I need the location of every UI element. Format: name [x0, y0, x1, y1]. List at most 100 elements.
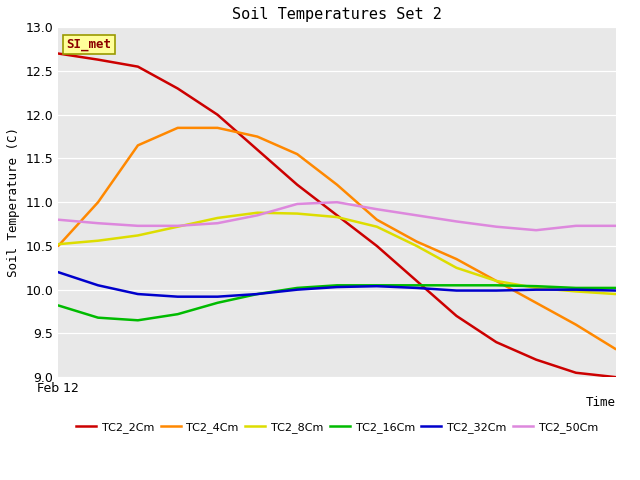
TC2_2Cm — [572, 370, 580, 376]
TC2_4Cm — [94, 199, 102, 205]
TC2_4Cm — [134, 143, 141, 148]
TC2_16Cm — [253, 291, 261, 297]
TC2_8Cm — [214, 215, 221, 221]
TC2_50Cm — [214, 220, 221, 226]
TC2_50Cm — [612, 223, 620, 228]
Legend: TC2_2Cm, TC2_4Cm, TC2_8Cm, TC2_16Cm, TC2_32Cm, TC2_50Cm: TC2_2Cm, TC2_4Cm, TC2_8Cm, TC2_16Cm, TC2… — [72, 418, 602, 437]
TC2_16Cm — [532, 283, 540, 289]
TC2_4Cm — [452, 256, 460, 262]
Line: TC2_32Cm: TC2_32Cm — [58, 272, 616, 297]
TC2_50Cm — [253, 213, 261, 218]
TC2_2Cm — [134, 64, 141, 70]
TC2_32Cm — [452, 288, 460, 293]
TC2_50Cm — [54, 217, 62, 223]
TC2_2Cm — [612, 374, 620, 380]
TC2_50Cm — [413, 213, 420, 218]
TC2_32Cm — [612, 288, 620, 293]
TC2_50Cm — [452, 218, 460, 224]
TC2_8Cm — [54, 241, 62, 247]
TC2_32Cm — [94, 282, 102, 288]
TC2_8Cm — [253, 210, 261, 216]
Y-axis label: Soil Temperature (C): Soil Temperature (C) — [7, 127, 20, 277]
TC2_16Cm — [373, 282, 381, 288]
TC2_2Cm — [532, 357, 540, 362]
TC2_8Cm — [333, 214, 341, 220]
TC2_2Cm — [54, 50, 62, 56]
TC2_4Cm — [333, 182, 341, 188]
TC2_16Cm — [293, 285, 301, 291]
TC2_16Cm — [572, 285, 580, 291]
TC2_32Cm — [532, 287, 540, 292]
Line: TC2_8Cm: TC2_8Cm — [58, 213, 616, 294]
TC2_8Cm — [612, 291, 620, 297]
TC2_50Cm — [293, 201, 301, 207]
TC2_50Cm — [333, 199, 341, 205]
TC2_2Cm — [214, 112, 221, 118]
TC2_50Cm — [373, 206, 381, 212]
TC2_2Cm — [94, 57, 102, 62]
TC2_4Cm — [572, 322, 580, 327]
TC2_8Cm — [572, 288, 580, 294]
TC2_16Cm — [413, 282, 420, 288]
TC2_2Cm — [333, 213, 341, 218]
TC2_8Cm — [293, 211, 301, 216]
TC2_4Cm — [54, 243, 62, 249]
TC2_32Cm — [253, 291, 261, 297]
TC2_32Cm — [333, 284, 341, 290]
TC2_2Cm — [253, 147, 261, 153]
TC2_32Cm — [54, 269, 62, 275]
TC2_16Cm — [214, 300, 221, 306]
TC2_2Cm — [373, 243, 381, 249]
TC2_50Cm — [572, 223, 580, 228]
TC2_16Cm — [174, 312, 182, 317]
TC2_4Cm — [532, 300, 540, 306]
TC2_50Cm — [492, 224, 500, 229]
TC2_4Cm — [293, 151, 301, 157]
TC2_16Cm — [94, 315, 102, 321]
TC2_16Cm — [612, 285, 620, 291]
TC2_2Cm — [452, 313, 460, 319]
TC2_50Cm — [532, 228, 540, 233]
TC2_8Cm — [373, 224, 381, 229]
TC2_4Cm — [373, 217, 381, 223]
TC2_50Cm — [94, 220, 102, 226]
TC2_2Cm — [413, 278, 420, 284]
TC2_50Cm — [134, 223, 141, 228]
TC2_32Cm — [214, 294, 221, 300]
TC2_32Cm — [492, 288, 500, 293]
Line: TC2_4Cm: TC2_4Cm — [58, 128, 616, 349]
Line: TC2_2Cm: TC2_2Cm — [58, 53, 616, 377]
TC2_2Cm — [293, 182, 301, 188]
TC2_32Cm — [293, 287, 301, 292]
TC2_32Cm — [572, 287, 580, 292]
TC2_4Cm — [492, 278, 500, 284]
TC2_2Cm — [174, 85, 182, 91]
TC2_16Cm — [54, 302, 62, 308]
TC2_8Cm — [492, 278, 500, 284]
TC2_4Cm — [253, 134, 261, 140]
Line: TC2_16Cm: TC2_16Cm — [58, 285, 616, 320]
TC2_32Cm — [174, 294, 182, 300]
TC2_4Cm — [174, 125, 182, 131]
TC2_16Cm — [452, 282, 460, 288]
TC2_16Cm — [333, 282, 341, 288]
TC2_8Cm — [174, 224, 182, 229]
TC2_4Cm — [413, 239, 420, 244]
TC2_16Cm — [492, 282, 500, 288]
TC2_32Cm — [413, 285, 420, 291]
Text: Time: Time — [586, 396, 616, 409]
TC2_4Cm — [214, 125, 221, 131]
Line: TC2_50Cm: TC2_50Cm — [58, 202, 616, 230]
TC2_2Cm — [492, 339, 500, 345]
TC2_8Cm — [452, 265, 460, 271]
TC2_32Cm — [373, 283, 381, 289]
TC2_8Cm — [134, 233, 141, 239]
Title: Soil Temperatures Set 2: Soil Temperatures Set 2 — [232, 7, 442, 22]
TC2_8Cm — [532, 285, 540, 291]
TC2_8Cm — [413, 243, 420, 249]
TC2_16Cm — [134, 317, 141, 323]
TC2_32Cm — [134, 291, 141, 297]
Text: SI_met: SI_met — [67, 38, 111, 51]
TC2_50Cm — [174, 223, 182, 228]
TC2_8Cm — [94, 238, 102, 243]
